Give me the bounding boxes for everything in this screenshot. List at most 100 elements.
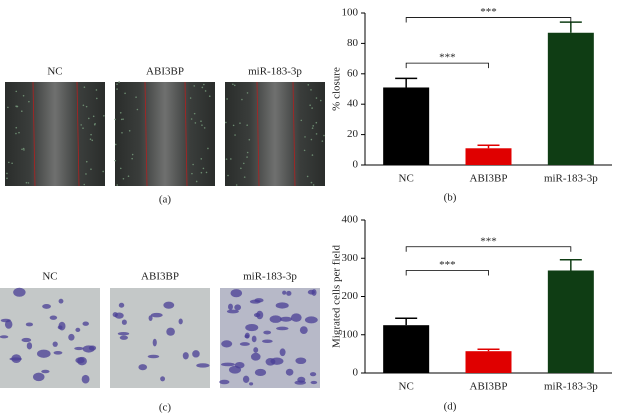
panel-label: (b) — [444, 192, 457, 204]
cell — [248, 138, 251, 141]
cell — [200, 120, 202, 123]
stained-cell — [77, 356, 87, 366]
cell — [312, 125, 315, 127]
stained-cell — [311, 289, 317, 296]
wound-edge — [184, 81, 188, 187]
stained-cell — [0, 335, 9, 339]
wound-edge — [144, 81, 148, 187]
cell — [200, 158, 203, 160]
significance-label: *** — [480, 6, 497, 18]
cell — [94, 122, 96, 125]
cell — [241, 98, 243, 101]
cell — [95, 97, 98, 100]
cell — [208, 95, 211, 98]
cell — [230, 158, 232, 160]
cell — [103, 114, 105, 117]
stained-cell — [295, 357, 307, 365]
image-label: ABI3BP — [146, 66, 184, 78]
cell — [20, 110, 23, 113]
cell — [195, 180, 198, 183]
cell — [120, 118, 123, 121]
cell — [8, 161, 10, 164]
significance-bracket — [405, 246, 572, 252]
cell — [91, 139, 94, 142]
wound-edge — [32, 81, 36, 187]
cell — [242, 162, 245, 165]
cell — [321, 140, 324, 142]
cell — [233, 84, 236, 87]
stained-cell — [160, 376, 166, 382]
cell — [319, 99, 322, 102]
stained-cell — [230, 289, 243, 298]
stained-cell — [58, 298, 64, 304]
cell — [85, 160, 88, 163]
stained-cell — [21, 337, 32, 343]
cell — [90, 168, 92, 170]
stained-cell — [263, 330, 272, 335]
cell — [131, 157, 133, 160]
stained-cell — [147, 354, 160, 359]
significance-label: *** — [480, 235, 497, 247]
stained-cell — [242, 375, 250, 383]
stained-cell — [114, 312, 124, 319]
cell — [234, 134, 236, 136]
cell — [121, 131, 123, 134]
stained-cell — [251, 335, 257, 343]
stained-cell — [152, 338, 157, 347]
stained-cell — [270, 357, 284, 365]
cell — [235, 184, 238, 186]
cell — [23, 149, 25, 151]
cell — [204, 90, 207, 92]
cell — [114, 159, 117, 162]
cell — [83, 183, 86, 186]
cell — [102, 170, 104, 173]
cell — [114, 143, 117, 146]
stained-cell — [221, 362, 235, 367]
cell — [116, 184, 119, 186]
significance-bracket — [405, 62, 489, 69]
stained-cell — [269, 315, 282, 323]
cell — [15, 126, 18, 129]
wound-edge — [292, 81, 296, 187]
y-tick-label: 60 — [347, 67, 359, 79]
stained-cell — [219, 379, 230, 385]
scratch-image — [115, 82, 215, 186]
stained-cell — [221, 340, 233, 348]
stained-cell — [68, 333, 75, 341]
bar — [383, 87, 430, 165]
stained-cell — [52, 341, 58, 347]
stained-cell — [228, 303, 233, 311]
cell — [119, 111, 122, 114]
cell — [85, 105, 88, 108]
cell — [118, 81, 120, 83]
cell — [11, 162, 13, 165]
cell — [304, 136, 306, 138]
stained-cell — [163, 301, 175, 309]
cell — [225, 121, 227, 124]
cell — [193, 85, 196, 87]
cell — [193, 112, 196, 115]
stained-cell — [309, 372, 317, 377]
cell — [201, 124, 203, 126]
cell — [240, 167, 242, 170]
stained-cell — [88, 345, 97, 351]
cell — [207, 147, 209, 150]
cell — [122, 177, 125, 180]
transwell-image — [0, 288, 100, 388]
cell — [311, 127, 314, 129]
image-panels — [0, 81, 325, 388]
cell — [192, 163, 194, 166]
cell — [309, 104, 311, 107]
stained-cell — [42, 303, 51, 309]
stained-cell — [41, 369, 50, 374]
stained-cell — [276, 326, 289, 331]
y-tick-label: 0 — [353, 159, 359, 171]
cell — [232, 83, 234, 86]
cell — [85, 173, 87, 175]
stained-cell — [253, 347, 259, 353]
cell — [246, 156, 248, 158]
cell — [203, 83, 205, 86]
stained-cell — [82, 321, 89, 326]
cell — [246, 124, 248, 127]
